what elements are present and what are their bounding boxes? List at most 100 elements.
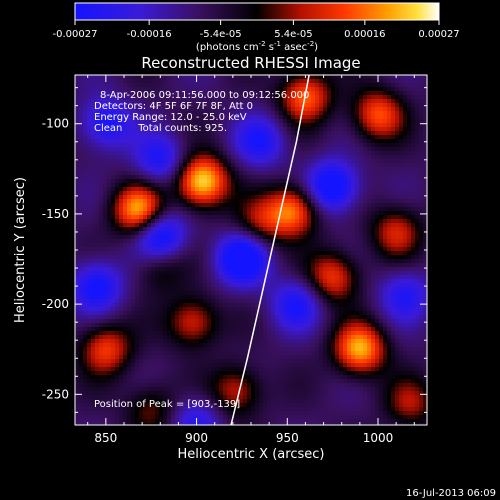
heatmap-cell xyxy=(279,147,284,152)
heatmap-cell xyxy=(411,107,416,112)
heatmap-cell xyxy=(415,147,420,152)
heatmap-cell xyxy=(419,275,424,280)
heatmap-cell xyxy=(207,199,212,204)
heatmap-cell xyxy=(279,95,284,100)
heatmap-cell xyxy=(87,295,92,300)
heatmap-cell xyxy=(391,187,396,192)
heatmap-cell xyxy=(203,87,208,92)
heatmap-cell xyxy=(343,83,348,88)
heatmap-cell xyxy=(367,95,372,100)
heatmap-cell xyxy=(403,215,408,220)
heatmap-cell xyxy=(147,195,152,200)
heatmap-cell xyxy=(171,263,176,268)
heatmap-cell xyxy=(283,159,288,164)
heatmap-cell xyxy=(163,163,168,168)
heatmap-cell xyxy=(367,139,372,144)
heatmap-cell xyxy=(87,199,92,204)
heatmap-cell xyxy=(319,91,324,96)
heatmap-cell xyxy=(99,163,104,168)
heatmap-cell xyxy=(267,251,272,256)
heatmap-cell xyxy=(387,287,392,292)
heatmap-cell xyxy=(347,123,352,128)
heatmap-cell xyxy=(207,79,212,84)
heatmap-cell xyxy=(91,275,96,280)
heatmap-cell xyxy=(419,147,424,152)
heatmap-cell xyxy=(347,103,352,108)
heatmap-cell xyxy=(379,167,384,172)
heatmap-cell xyxy=(343,203,348,208)
heatmap-cell xyxy=(383,223,388,228)
heatmap-cell xyxy=(283,255,288,260)
heatmap-cell xyxy=(211,207,216,212)
heatmap-cell xyxy=(143,263,148,268)
heatmap-cell xyxy=(215,127,220,132)
heatmap-cell xyxy=(203,219,208,224)
heatmap-cell xyxy=(159,291,164,296)
heatmap-cell xyxy=(395,263,400,268)
heatmap-cell xyxy=(319,267,324,272)
heatmap-cell xyxy=(355,219,360,224)
heatmap-cell xyxy=(351,151,356,156)
heatmap-cell xyxy=(347,119,352,124)
heatmap-cell xyxy=(219,143,224,148)
heatmap-cell xyxy=(179,179,184,184)
heatmap-cell xyxy=(119,131,124,136)
heatmap-cell xyxy=(351,235,356,240)
heatmap-cell xyxy=(379,295,384,300)
heatmap-cell xyxy=(243,247,248,252)
heatmap-cell xyxy=(367,75,372,80)
heatmap-cell xyxy=(199,275,204,280)
heatmap-cell xyxy=(219,203,224,208)
heatmap-cell xyxy=(235,275,240,280)
heatmap-cell xyxy=(167,191,172,196)
heatmap-cell xyxy=(171,199,176,204)
heatmap-cell xyxy=(223,79,228,84)
heatmap-cell xyxy=(251,171,256,176)
heatmap-cell xyxy=(247,87,252,92)
heatmap-cell xyxy=(323,147,328,152)
heatmap-cell xyxy=(335,247,340,252)
heatmap-cell xyxy=(199,127,204,132)
heatmap-cell xyxy=(251,159,256,164)
heatmap-cell xyxy=(387,127,392,132)
heatmap-cell xyxy=(171,187,176,192)
heatmap-cell xyxy=(339,79,344,84)
heatmap-cell xyxy=(423,191,427,196)
heatmap-cell xyxy=(147,291,152,296)
heatmap-cell xyxy=(99,267,104,272)
heatmap-cell xyxy=(323,211,328,216)
heatmap-cell xyxy=(207,191,212,196)
heatmap-cell xyxy=(407,107,412,112)
heatmap-cell xyxy=(387,223,392,228)
heatmap-cell xyxy=(123,127,128,132)
heatmap-cell xyxy=(211,103,216,108)
heatmap-cell xyxy=(75,111,80,116)
heatmap-cell xyxy=(87,219,92,224)
heatmap-cell xyxy=(375,87,380,92)
heatmap-cell xyxy=(219,279,224,284)
heatmap-cell xyxy=(239,239,244,244)
heatmap-cell xyxy=(307,243,312,248)
heatmap-cell xyxy=(155,235,160,240)
heatmap-cell xyxy=(307,267,312,272)
heatmap-cell xyxy=(155,199,160,204)
heatmap-cell xyxy=(263,199,268,204)
heatmap-cell xyxy=(75,227,80,232)
heatmap-cell xyxy=(311,87,316,92)
heatmap-cell xyxy=(279,271,284,276)
heatmap-cell xyxy=(191,259,196,264)
heatmap-cell xyxy=(183,111,188,116)
heatmap-cell xyxy=(183,295,188,300)
heatmap-cell xyxy=(323,123,328,128)
heatmap-cell xyxy=(419,83,424,88)
heatmap-cell xyxy=(195,255,200,260)
heatmap-cell xyxy=(411,275,416,280)
heatmap-cell xyxy=(131,255,136,260)
heatmap-cell xyxy=(187,299,192,304)
heatmap-cell xyxy=(351,195,356,200)
heatmap-cell xyxy=(359,119,364,124)
heatmap-cell xyxy=(83,267,88,272)
heatmap-cell xyxy=(399,243,404,248)
heatmap-cell xyxy=(263,291,268,296)
heatmap-cell xyxy=(271,183,276,188)
